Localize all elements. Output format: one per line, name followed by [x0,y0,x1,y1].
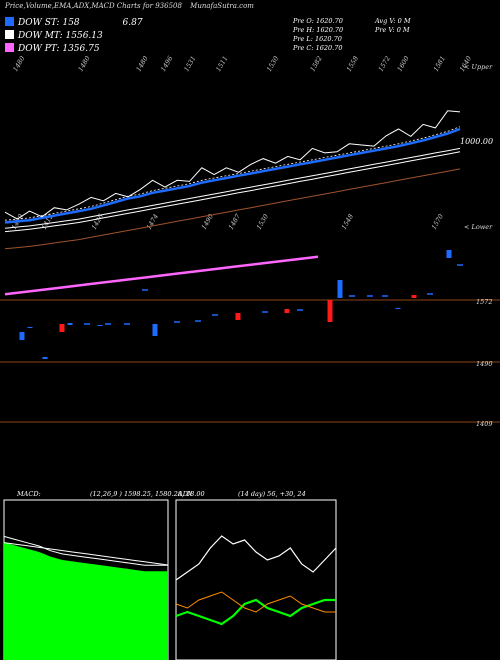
candle [42,357,48,359]
mid-price-label: 1474 [145,213,160,231]
candle [67,323,73,325]
chart-title: Price,Volume,EMA,ADX,MACD Charts for 936… [5,2,182,10]
ohlc-high: Pre H: 1620.70 [293,26,344,34]
dow-pt-line [4,255,319,296]
ema-white-line [4,151,461,233]
adx-line [175,591,336,613]
legend-swatch-pt [5,43,14,52]
candle [395,308,401,309]
volume-level-3: 1409 [476,420,493,428]
mid-price-label: 1487 [227,212,243,231]
volume-level-2: 1490 [476,360,493,368]
adx-line [175,535,337,581]
mid-price-label: 1570 [430,213,445,231]
mid-price-label: 1530 [255,213,270,231]
legend-item-pt: DOW PT: 1356.75 [5,43,100,54]
lower-label: < Lower [464,223,493,231]
price-level-label: 1000.00 [460,137,494,146]
adx-params: (14 day) 56, +30, 24 [238,490,306,498]
ema-brown-line [4,168,461,250]
ohlc-close: Pre C: 1620.70 [293,44,343,52]
top-price-label: 1581 [432,55,447,73]
ema-dashed-line [4,126,461,221]
macd-label: MACD: [17,490,41,498]
legend-value-pt: 1356.75 [62,44,100,54]
candle [19,332,25,340]
ohlc-open: Pre O: 1620.70 [293,17,343,25]
candle [27,327,33,328]
top-price-label: 1496 [159,55,174,73]
mid-price-label: 1548 [340,213,355,231]
candle [152,324,158,336]
top-price-label: 1558 [345,55,360,73]
candle [235,313,241,320]
top-price-label: 1480 [11,55,26,73]
price-line [4,110,461,220]
adx-line [175,598,336,626]
legend-label-mt: DOW MT: [18,31,63,41]
candle [97,325,103,326]
top-price-label: 1530 [265,55,280,73]
legend-label-st: DOW ST: [18,18,60,28]
candle [327,300,333,322]
top-price-label: 1572 [377,55,392,73]
macd-histogram [4,542,168,660]
adx-panel [175,499,337,660]
top-price-label: 1600 [396,55,411,73]
candle [284,309,290,313]
macd-line [3,542,169,566]
site-name: MunafaSutra.com [190,2,254,10]
top-price-label: 1511 [214,55,229,73]
candle [411,295,417,298]
pre-volume: Pre V: 0 M [375,26,410,34]
avg-volume: Avg V: 0 M [375,17,411,25]
legend-extra: 6.87 [122,18,143,28]
candle [446,250,452,258]
legend-item-mt: DOW MT: 1556.13 [5,30,103,41]
chart-header: Price,Volume,EMA,ADX,MACD Charts for 936… [5,2,254,10]
top-price-label: 1480 [135,55,150,73]
candle [59,324,65,332]
legend-label-pt: DOW PT: [18,44,60,54]
legend-item-st: DOW ST: 158 6.87 [5,17,143,28]
ema-white-line-2 [4,147,461,229]
adx-label: ADX [178,490,193,498]
ohlc-low: Pre L: 1620.70 [293,35,342,43]
top-price-label: 1531 [182,55,197,73]
legend-value-mt: 1556.13 [65,31,103,41]
legend-swatch-mt [5,30,14,39]
macd-line [3,535,168,566]
volume-level-1: 1572 [476,298,493,306]
macd-params: (12,26,9 ) 1598.25, 1580.28, 18.00 [90,490,205,498]
upper-label: < Upper [464,63,493,71]
legend-value-st: 158 [62,18,80,28]
candle [337,280,343,298]
legend-swatch-st [5,17,14,26]
top-price-label: 1582 [309,55,324,73]
ema-blue-line [4,127,461,224]
top-price-label: 1480 [77,55,92,73]
